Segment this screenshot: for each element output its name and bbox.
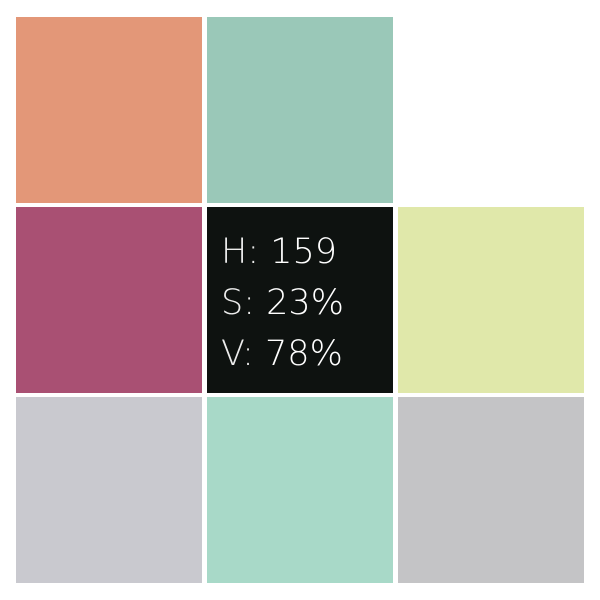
value-value: 78% <box>265 334 343 374</box>
color-swatch-grid: H: 159 S: 23% V: 78% <box>16 17 584 583</box>
value-readout: V: 78% <box>221 329 393 380</box>
hue-readout: H: 159 <box>221 227 393 278</box>
swatch-top-left[interactable] <box>16 17 202 203</box>
hue-value: 159 <box>270 232 338 272</box>
swatch-middle-right[interactable] <box>398 207 584 393</box>
value-label: V: <box>221 334 254 374</box>
swatch-top-center[interactable] <box>207 17 393 203</box>
hue-label: H: <box>221 232 260 272</box>
empty-cell-top-right <box>398 17 584 203</box>
swatch-bottom-left[interactable] <box>16 397 202 583</box>
swatch-middle-left[interactable] <box>16 207 202 393</box>
swatch-bottom-center[interactable] <box>207 397 393 583</box>
saturation-label: S: <box>221 283 256 323</box>
hsv-info-panel: H: 159 S: 23% V: 78% <box>207 207 393 393</box>
swatch-bottom-right[interactable] <box>398 397 584 583</box>
saturation-value: 23% <box>266 283 344 323</box>
saturation-readout: S: 23% <box>221 278 393 329</box>
